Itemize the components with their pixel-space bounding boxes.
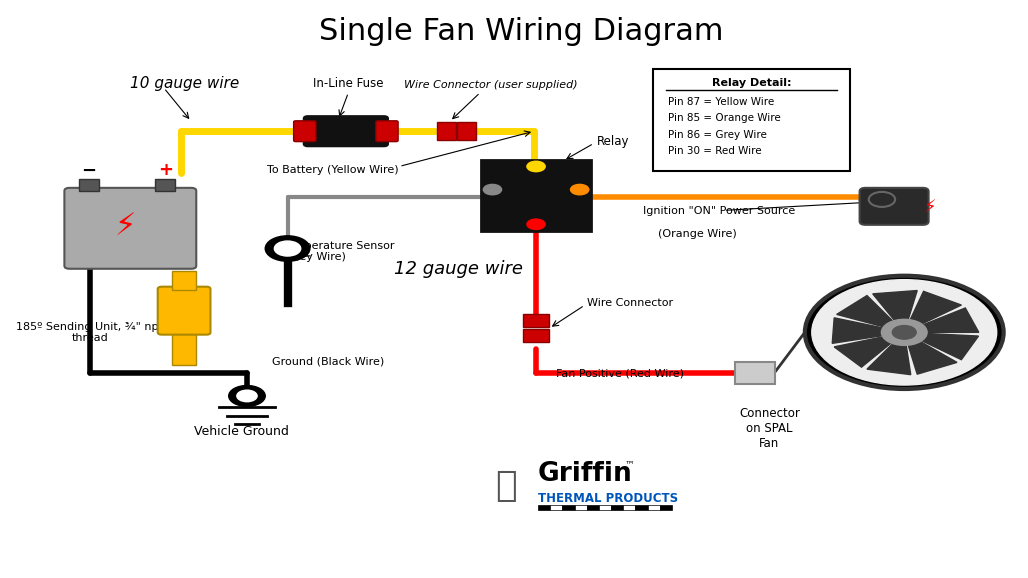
Text: Single Fan Wiring Diagram: Single Fan Wiring Diagram — [319, 17, 723, 46]
FancyBboxPatch shape — [481, 160, 591, 231]
Text: To Battery (Yellow Wire): To Battery (Yellow Wire) — [267, 165, 399, 175]
Text: 𝕲: 𝕲 — [494, 469, 516, 502]
Text: +: + — [158, 161, 174, 179]
Text: Fan Positive (Red Wire): Fan Positive (Red Wire) — [556, 369, 685, 379]
FancyBboxPatch shape — [538, 505, 550, 510]
Text: ⚡: ⚡ — [923, 199, 935, 217]
FancyBboxPatch shape — [304, 116, 388, 146]
Circle shape — [228, 386, 265, 406]
Text: ™: ™ — [624, 459, 634, 469]
Polygon shape — [837, 295, 895, 328]
FancyBboxPatch shape — [660, 505, 672, 510]
Circle shape — [483, 184, 502, 195]
Polygon shape — [919, 308, 979, 332]
Circle shape — [265, 236, 309, 261]
Text: Wire Connector: Wire Connector — [587, 298, 673, 309]
Text: Ignition "ON" Power Source: Ignition "ON" Power Source — [642, 206, 795, 216]
Text: 10 gauge wire: 10 gauge wire — [131, 76, 240, 91]
Polygon shape — [873, 291, 917, 323]
Polygon shape — [867, 341, 911, 375]
Polygon shape — [918, 334, 979, 360]
Text: In-Line Fuse: In-Line Fuse — [314, 77, 383, 90]
FancyBboxPatch shape — [172, 271, 196, 290]
Polygon shape — [834, 336, 894, 367]
Circle shape — [527, 219, 545, 229]
FancyBboxPatch shape — [562, 505, 575, 510]
FancyBboxPatch shape — [599, 505, 611, 510]
Circle shape — [274, 241, 301, 256]
Text: Pin 85 = Orange Wire: Pin 85 = Orange Wire — [668, 113, 780, 124]
FancyBboxPatch shape — [65, 188, 196, 269]
FancyBboxPatch shape — [648, 505, 660, 510]
Polygon shape — [908, 339, 957, 374]
Text: Connector
on SPAL
Fan: Connector on SPAL Fan — [739, 407, 800, 450]
Text: THERMAL PRODUCTS: THERMAL PRODUCTS — [538, 492, 678, 505]
Text: Temperature Sensor
(Grey Wire): Temperature Sensor (Grey Wire) — [283, 240, 395, 262]
Text: Wire Connector (user supplied): Wire Connector (user supplied) — [404, 80, 578, 90]
FancyBboxPatch shape — [78, 179, 99, 191]
Text: ⚡: ⚡ — [114, 212, 136, 241]
FancyBboxPatch shape — [575, 505, 587, 510]
FancyBboxPatch shape — [172, 332, 196, 365]
Text: Relay: Relay — [597, 135, 629, 148]
FancyBboxPatch shape — [523, 314, 549, 327]
Text: 12 gauge wire: 12 gauge wire — [394, 260, 523, 278]
FancyBboxPatch shape — [437, 122, 456, 140]
Circle shape — [881, 319, 927, 346]
FancyBboxPatch shape — [456, 122, 476, 140]
FancyBboxPatch shape — [623, 505, 635, 510]
FancyBboxPatch shape — [611, 505, 623, 510]
Text: Ground (Black Wire): Ground (Black Wire) — [272, 356, 384, 366]
Text: Griffin: Griffin — [538, 461, 633, 487]
Text: Pin 30 = Red Wire: Pin 30 = Red Wire — [668, 146, 762, 156]
Circle shape — [236, 390, 257, 402]
FancyBboxPatch shape — [550, 505, 562, 510]
Circle shape — [805, 276, 1003, 389]
Text: 185º Sending Unit, ¾" npt
thread: 185º Sending Unit, ¾" npt thread — [16, 321, 163, 343]
Text: Vehicle Ground: Vehicle Ground — [194, 425, 289, 438]
FancyBboxPatch shape — [587, 505, 599, 510]
Circle shape — [527, 161, 545, 172]
Circle shape — [812, 280, 997, 385]
Text: Pin 87 = Yellow Wire: Pin 87 = Yellow Wire — [668, 97, 774, 108]
FancyBboxPatch shape — [157, 287, 211, 335]
Text: Pin 86 = Grey Wire: Pin 86 = Grey Wire — [668, 129, 767, 140]
Text: −: − — [81, 162, 97, 180]
Circle shape — [571, 184, 589, 195]
FancyBboxPatch shape — [376, 121, 398, 142]
FancyBboxPatch shape — [859, 188, 928, 225]
FancyBboxPatch shape — [653, 69, 850, 171]
Polygon shape — [909, 291, 961, 326]
FancyBboxPatch shape — [294, 121, 316, 142]
FancyBboxPatch shape — [523, 329, 549, 342]
Text: Relay Detail:: Relay Detail: — [711, 77, 792, 88]
FancyBboxPatch shape — [635, 505, 648, 510]
Circle shape — [892, 325, 916, 339]
FancyBboxPatch shape — [735, 362, 775, 384]
Text: Car Battery: Car Battery — [79, 211, 151, 224]
FancyBboxPatch shape — [154, 179, 175, 191]
Polygon shape — [833, 318, 887, 343]
Circle shape — [869, 192, 895, 207]
Text: (Orange Wire): (Orange Wire) — [658, 229, 736, 239]
